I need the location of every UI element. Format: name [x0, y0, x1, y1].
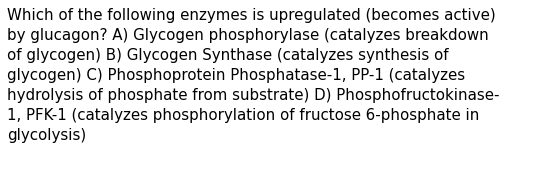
- Text: Which of the following enzymes is upregulated (becomes active)
by glucagon? A) G: Which of the following enzymes is upregu…: [7, 8, 500, 143]
